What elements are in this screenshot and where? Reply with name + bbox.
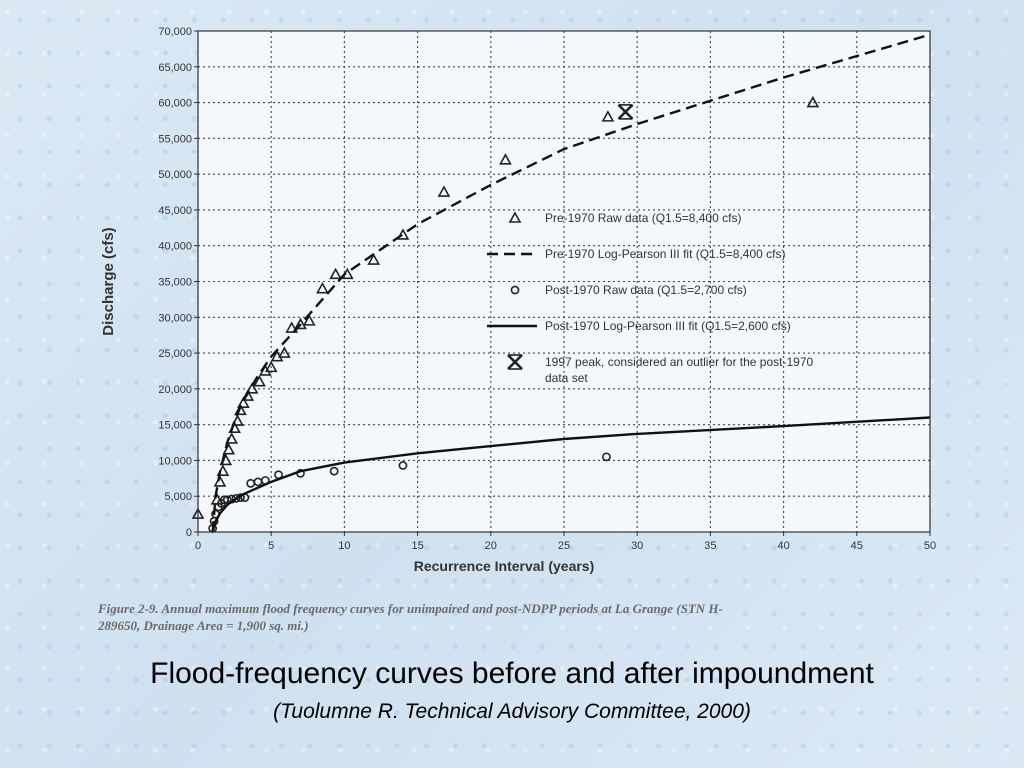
- series-1: [211, 33, 931, 533]
- triangle-point: [231, 414, 244, 426]
- y-tick-label: 10,000: [158, 455, 192, 467]
- legend-marker-swatch: [510, 285, 520, 295]
- legend-label: Post-1970 Raw data (Q1.5=2,700 cfs): [545, 283, 747, 297]
- legend-label: 1997 peak, considered an outlier for the…: [545, 355, 814, 369]
- figure: 0 5 10 15 20 25 30 35 40 45 50 0 5,000 10,000 15,000 20…: [95, 14, 945, 644]
- triangle-point: [253, 375, 266, 387]
- triangle-point: [316, 282, 329, 294]
- star-stroke: [507, 354, 523, 370]
- y-tick-label: 45,000: [158, 205, 192, 217]
- series-3: [211, 416, 931, 533]
- triangle-point: [245, 382, 259, 394]
- triangle-point: [264, 360, 278, 373]
- y-axis-label: Discharge (cfs): [100, 227, 117, 335]
- triangle-point: [222, 443, 236, 455]
- triangle-point: [367, 253, 381, 265]
- x-tick-label: 20: [485, 540, 497, 552]
- triangle-point: [601, 110, 615, 122]
- y-tick-label: 70,000: [158, 26, 192, 38]
- caption-line-1: Figure 2-9. Annual maximum flood frequen…: [98, 601, 723, 616]
- chart-grid: [197, 30, 931, 533]
- x-tick-label: 10: [338, 540, 350, 552]
- y-tick-label: 35,000: [158, 277, 192, 289]
- legend-marker-swatch: [508, 211, 522, 223]
- legend-item-1: Pre-1970 Log-Pearson III fit (Q1.5=8,400…: [487, 247, 785, 261]
- x-tick-label: 5: [268, 540, 274, 552]
- legend-label: Pre-1970 Raw data (Q1.5=8,400 cfs): [545, 211, 741, 225]
- x-tick-label: 30: [631, 540, 643, 552]
- series-2: [208, 452, 611, 533]
- circle-point: [398, 461, 408, 470]
- triangle-point: [285, 321, 299, 333]
- slide-title: Flood-frequency curves before and after …: [150, 657, 874, 690]
- series-4: [617, 103, 634, 120]
- y-tick-label: 55,000: [158, 133, 192, 145]
- y-tick-label: 40,000: [158, 241, 192, 253]
- triangle-point: [806, 95, 820, 108]
- triangle-point: [302, 314, 316, 326]
- triangle-point: [499, 153, 512, 165]
- flood-frequency-chart: 0 5 10 15 20 25 30 35 40 45 50 0 5,000 10,000 15,000 20…: [100, 26, 936, 574]
- chart-series: [191, 33, 931, 533]
- y-tick-label: 15,000: [158, 420, 192, 432]
- legend-label: Post-1970 Log-Pearson III fit (Q1.5=2,60…: [545, 319, 791, 333]
- legend-marker-swatch: [507, 354, 523, 370]
- x-tick-label: 25: [558, 540, 570, 552]
- x-tick-label: 40: [777, 540, 789, 552]
- y-tick-label: 25,000: [158, 348, 192, 360]
- post-1970-fit-line: [211, 416, 931, 533]
- x-tick-label: 15: [411, 540, 423, 552]
- y-tick-label: 5,000: [164, 491, 192, 503]
- legend-item-3: Post-1970 Log-Pearson III fit (Q1.5=2,60…: [487, 319, 791, 333]
- x-axis-label: Recurrence Interval (years): [414, 558, 595, 574]
- y-tick-label: 0: [186, 527, 192, 539]
- circle-point: [602, 452, 611, 462]
- circle-point: [329, 466, 339, 476]
- x-tick-label: 45: [851, 540, 863, 552]
- legend-label: Pre-1970 Log-Pearson III fit (Q1.5=8,400…: [545, 247, 785, 261]
- y-tick-label: 60,000: [158, 98, 192, 110]
- caption-line-2: 289650, Drainage Area = 1,900 sq. mi.): [98, 618, 309, 633]
- legend-item-2: Post-1970 Raw data (Q1.5=2,700 cfs): [510, 283, 747, 297]
- star-point: [617, 103, 634, 120]
- triangle-point: [278, 346, 291, 358]
- triangle-point: [213, 475, 227, 487]
- y-tick-label: 30,000: [158, 312, 192, 324]
- x-tick-label: 0: [195, 540, 201, 552]
- slide-subtitle: (Tuolumne R. Technical Advisory Committe…: [273, 700, 751, 723]
- circle-point: [231, 493, 241, 503]
- legend-label-line2: data set: [545, 371, 588, 385]
- x-tick-label: 35: [704, 540, 716, 552]
- legend-item-0: Pre-1970 Raw data (Q1.5=8,400 cfs): [508, 211, 741, 225]
- y-tick-label: 20,000: [158, 384, 192, 396]
- triangle-point: [437, 185, 451, 197]
- legend-item-4: 1997 peak, considered an outlier for the…: [507, 354, 814, 385]
- chart-legend: Pre-1970 Raw data (Q1.5=8,400 cfs) Pre-19…: [487, 211, 814, 385]
- triangle-point: [329, 267, 342, 280]
- pre-1970-fit-line: [211, 33, 931, 533]
- triangle-point: [237, 396, 250, 408]
- chart-ticks: 0 5 10 15 20 25 30 35 40 45 50 0 5,000 10,000 15,000 20…: [158, 26, 936, 552]
- figure-caption: Figure 2-9. Annual maximum flood frequen…: [98, 600, 948, 634]
- x-tick-label: 50: [924, 540, 936, 552]
- triangle-point: [294, 317, 307, 330]
- y-tick-label: 65,000: [158, 62, 192, 74]
- star-stroke: [617, 103, 634, 120]
- y-tick-label: 50,000: [158, 169, 192, 181]
